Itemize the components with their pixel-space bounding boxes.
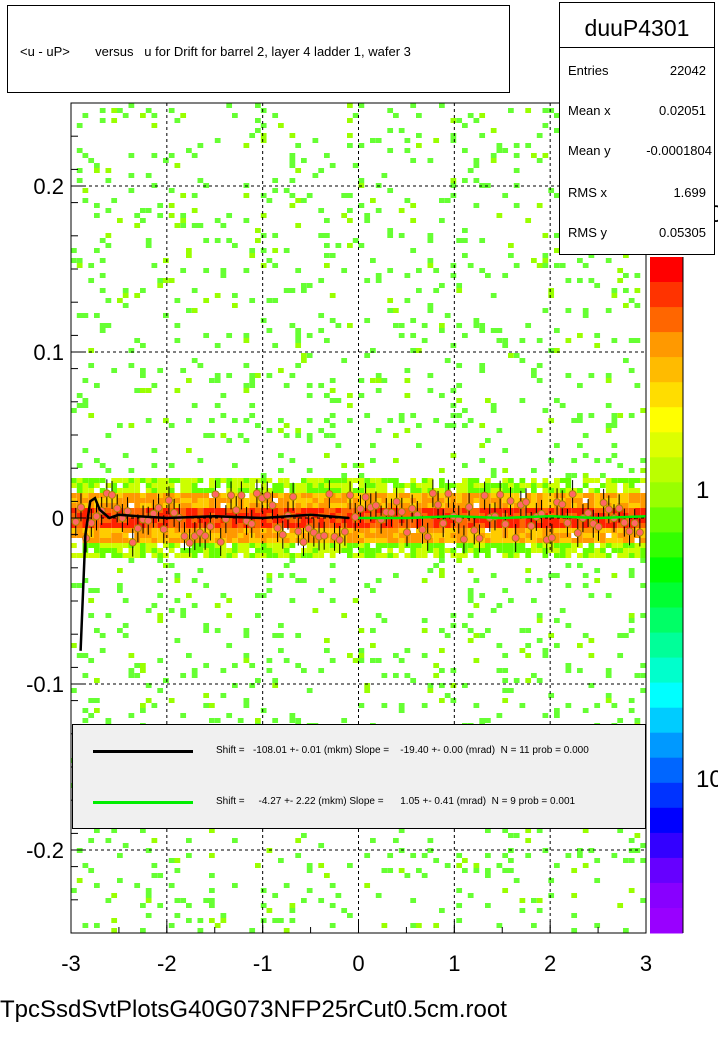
x-tick-label: 3: [640, 951, 652, 976]
histogram-name: duuP4301: [560, 3, 714, 48]
x-tick-label: 1: [448, 951, 460, 976]
y-tick-label: 0.1: [33, 340, 64, 365]
x-tick-label: -3: [61, 951, 81, 976]
colorbar-label: 1: [696, 477, 709, 504]
stats-box: duuP4301 Entries 22042 Mean x 0.02051 Me…: [559, 2, 715, 255]
fit-legend: Shift = -108.01 +- 0.01 (mkm) Slope = -1…: [72, 724, 646, 829]
x-tick-label: -1: [253, 951, 273, 976]
x-tick-label: 0: [352, 951, 364, 976]
fit-curve-green: [358, 515, 647, 520]
colorbar-label: 10: [696, 766, 718, 793]
x-tick-label: 2: [544, 951, 556, 976]
x-tick-label: -2: [157, 951, 177, 976]
chart-title: <u - uP> versus u for Drift for barrel 2…: [20, 44, 411, 59]
legend-entry-black: Shift = -108.01 +- 0.01 (mkm) Slope = -1…: [73, 741, 645, 761]
file-name: TpcSsdSvtPlotsG40G073NFP25rCut0.5cm.root: [0, 996, 507, 1023]
y-tick-label: 0: [52, 506, 64, 531]
stats-row-entries: Entries 22042: [568, 63, 706, 78]
fit-curve-black: [79, 496, 350, 651]
y-tick-label: 0.2: [33, 174, 64, 199]
legend-entry-green: Shift = -4.27 +- 2.22 (mkm) Slope = 1.05…: [73, 792, 645, 812]
legend-line-black: [93, 750, 193, 753]
stats-row-mean-y: Mean y -0.0001804: [568, 143, 712, 158]
title-box: <u - uP> versus u for Drift for barrel 2…: [7, 5, 510, 93]
stats-row-rms-x: RMS x 1.699: [568, 185, 706, 200]
stats-row-mean-x: Mean x 0.02051: [568, 103, 706, 118]
stats-row-rms-y: RMS y 0.05305: [568, 225, 706, 240]
color-palette: 10110: [650, 201, 718, 934]
profile-points: [71, 479, 644, 557]
y-tick-label: -0.2: [26, 838, 64, 863]
legend-line-green: [93, 801, 193, 804]
axes: -3 -2 -1 0 1 2 3 -0.2 -0.1 0 0.1 0.2: [26, 102, 652, 976]
y-tick-label: -0.1: [26, 672, 64, 697]
